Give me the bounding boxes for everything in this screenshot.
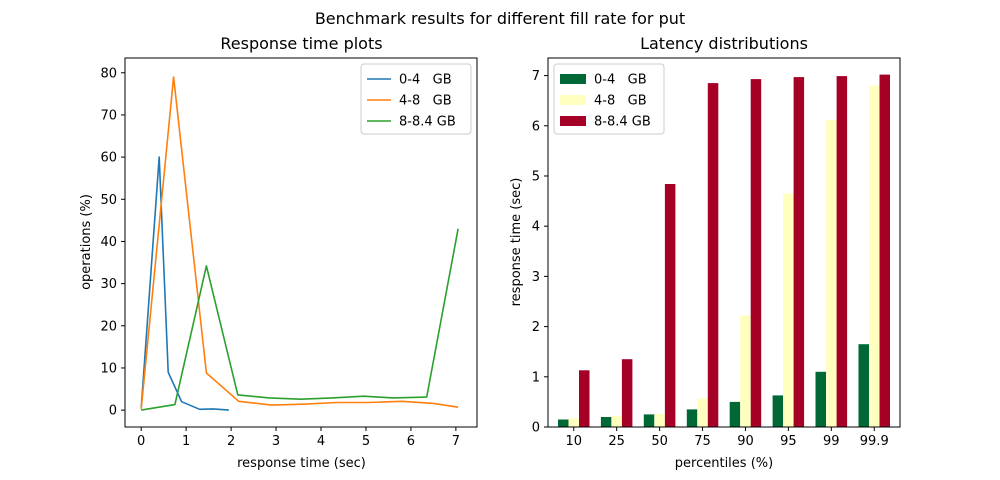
series-lines xyxy=(140,76,459,411)
bar xyxy=(579,370,590,427)
y-tick-label: 60 xyxy=(100,151,117,166)
bar xyxy=(621,359,633,427)
legend-label: 4-8 GB xyxy=(594,94,647,109)
legend-swatch xyxy=(560,95,586,105)
x-tick-label: 2 xyxy=(227,434,235,449)
legend-label: 0-4 GB xyxy=(594,73,647,88)
series-line xyxy=(141,228,459,411)
y-tick-label: 7 xyxy=(532,69,540,84)
legend-label: 8-8.4 GB xyxy=(594,115,651,130)
y-tick-label: 20 xyxy=(100,319,117,334)
x-tick-label: 1 xyxy=(182,434,190,449)
bar xyxy=(686,409,698,427)
x-tick-label: 99 xyxy=(823,434,840,449)
y-tick-label: 50 xyxy=(100,193,117,208)
y-tick-label: 80 xyxy=(100,66,117,81)
y-tick-label: 0 xyxy=(109,404,117,419)
x-tick-label: 0 xyxy=(137,434,145,449)
bar xyxy=(836,76,848,427)
x-tick-label: 10 xyxy=(565,434,582,449)
axis-ticks: 10 25 50 75 90 95 99 99.9 0 1 2 3 4 5 6 7 xyxy=(532,69,889,449)
y-tick-label: 0 xyxy=(532,421,540,436)
bar xyxy=(654,413,665,427)
bar xyxy=(600,417,612,427)
bar xyxy=(826,119,837,428)
response-time-chart: Response time plots response time (sec) … xyxy=(79,34,478,471)
y-tick-label: 40 xyxy=(100,235,117,250)
x-tick-label: 99.9 xyxy=(860,434,889,449)
y-tick-label: 70 xyxy=(100,108,117,123)
x-tick-label: 95 xyxy=(780,434,797,449)
y-tick-label: 3 xyxy=(532,270,540,285)
y-axis-label: response time (sec) xyxy=(509,178,524,307)
plot-frame xyxy=(124,57,478,428)
y-tick-label: 30 xyxy=(100,277,117,292)
series-line xyxy=(140,156,229,411)
x-tick-label: 50 xyxy=(651,434,668,449)
bar xyxy=(729,401,741,427)
legend-swatch xyxy=(560,116,586,126)
bar xyxy=(697,398,708,427)
y-tick-label: 10 xyxy=(100,361,117,376)
series-line xyxy=(140,76,459,409)
bar xyxy=(707,83,719,427)
bar xyxy=(879,74,890,427)
bar xyxy=(611,416,622,427)
legend-label: 0-4 GB xyxy=(399,73,452,88)
bar xyxy=(815,371,826,427)
x-axis-label: response time (sec) xyxy=(237,456,366,471)
bar xyxy=(750,79,762,427)
bar xyxy=(664,184,676,427)
figure-suptitle: Benchmark results for different fill rat… xyxy=(315,9,685,28)
y-tick-label: 1 xyxy=(532,370,540,385)
x-tick-label: 3 xyxy=(272,434,280,449)
x-tick-label: 4 xyxy=(317,434,325,449)
bars xyxy=(558,74,890,428)
chart-title: Latency distributions xyxy=(640,34,808,53)
x-tick-label: 5 xyxy=(362,434,370,449)
x-tick-label: 25 xyxy=(608,434,625,449)
bar xyxy=(783,193,794,427)
bar xyxy=(568,418,579,427)
y-tick-label: 6 xyxy=(532,119,540,134)
bar xyxy=(858,344,869,427)
bar xyxy=(740,315,751,427)
x-tick-label: 90 xyxy=(737,434,754,449)
bar xyxy=(558,419,569,427)
y-tick-label: 5 xyxy=(532,169,540,184)
chart-title: Response time plots xyxy=(220,34,382,53)
legend: 0-4 GB 4-8 GB 8-8.4 GB xyxy=(553,63,665,135)
legend-label: 4-8 GB xyxy=(399,94,452,109)
y-axis-label: operations (%) xyxy=(79,194,94,290)
x-axis-label: percentiles (%) xyxy=(675,456,773,471)
latency-distribution-chart: Latency distributions percentiles (%) re… xyxy=(509,34,901,471)
bar xyxy=(772,395,784,427)
legend-box xyxy=(360,63,472,135)
bar xyxy=(793,77,805,427)
x-tick-label: 7 xyxy=(452,434,460,449)
y-tick-label: 2 xyxy=(532,320,540,335)
legend-swatch xyxy=(560,74,586,84)
y-tick-label: 4 xyxy=(532,220,540,235)
legend-label: 8-8.4 GB xyxy=(399,115,456,130)
x-tick-label: 6 xyxy=(407,434,415,449)
bar xyxy=(869,85,880,427)
legend: 0-4 GB 4-8 GB 8-8.4 GB xyxy=(360,63,472,135)
bar xyxy=(643,414,655,427)
plot-frame xyxy=(547,57,901,428)
x-tick-label: 75 xyxy=(694,434,711,449)
